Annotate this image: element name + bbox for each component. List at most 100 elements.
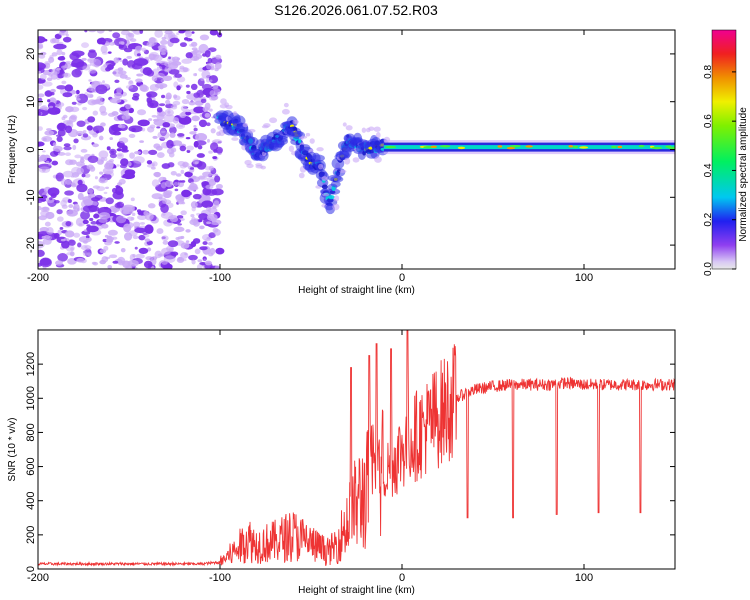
noise-blob [171,140,183,146]
noise-blob [207,207,218,214]
noise-blob [119,59,123,63]
noise-blob [170,170,177,176]
noise-blob [137,119,150,127]
noise-blob [106,146,111,151]
noise-blob [160,127,166,134]
noise-blob [56,122,67,132]
noise-blob [60,238,66,242]
noise-blob [38,205,42,211]
noise-blob [191,175,197,180]
noise-blob [189,131,197,135]
scintillation-scatter [263,123,271,128]
noise-blob [160,39,168,45]
noise-blob [191,47,198,51]
noise-blob [112,207,118,214]
colorbar-ticks: 0.0 0.2 0.4 0.6 0.8 [703,64,736,276]
noise-blob [64,125,73,134]
snr-y-tick-label: 0 [25,566,37,572]
spectrogram-y-tick-label: -20 [25,237,37,253]
noise-blob [132,235,139,240]
noise-blob [182,162,190,168]
noise-blob [173,81,179,88]
noise-blob [179,145,187,152]
noise-blob [61,240,70,249]
noise-blob [179,42,187,48]
noise-blob [72,144,77,151]
noise-blob [149,84,160,92]
noise-blob [185,240,190,243]
scintillation-scatter [332,203,340,211]
noise-blob [100,157,105,162]
noise-blob [112,32,121,39]
noise-blob [169,216,179,223]
noise-blob [126,55,133,60]
noise-blob [160,79,165,83]
noise-blob [114,79,120,84]
noise-blob [190,83,198,91]
noise-blob [72,206,77,210]
snr-y-tick-label: 1200 [25,352,37,376]
noise-blob [186,145,195,151]
noise-blob [189,191,192,196]
noise-blob [120,41,125,45]
noise-blob [38,84,44,90]
noise-blob [38,70,41,74]
noise-blob [180,242,190,249]
noise-blob [188,38,193,42]
spectrogram-x-tick-label: -200 [27,272,49,284]
scintillation-scatter [233,111,238,116]
noise-blob [157,253,165,257]
noise-blob [185,137,191,140]
spectrogram-x-ticks: -200 -100 0 100 [27,30,593,284]
noise-blob [165,99,171,105]
noise-blob [89,58,102,67]
noise-blob [204,260,212,266]
noise-blob [47,187,60,197]
scintillation-scatter [316,147,324,152]
noise-blob [188,254,198,261]
noise-blob [116,148,123,152]
scintillation-mark [311,154,325,162]
noise-blob [146,69,155,77]
spectrogram-y-tick-label: -10 [25,189,37,205]
noise-blob [174,73,183,78]
noise-blob [200,98,207,104]
noise-blob [141,47,147,52]
noise-blob [116,215,127,224]
noise-blob [81,173,86,178]
noise-blob [57,253,68,262]
noise-blob [191,206,196,212]
noise-blob [76,97,81,101]
noise-blob [185,109,190,113]
noise-blob [141,127,146,132]
noise-blob [65,221,72,227]
scintillation-core [328,195,335,200]
noise-blob [162,121,171,128]
noise-blob [214,62,222,70]
noise-blob [212,85,219,89]
noise-blob [81,230,91,236]
noise-blob [96,186,106,192]
noise-blob [55,260,63,266]
scintillation-mark [330,180,341,188]
noise-blob [173,94,178,99]
snr-y-ticks: 0 200 400 600 800 1000 1200 [25,352,675,572]
snr-y-tick-label: 400 [25,492,37,510]
noise-blob [38,141,45,147]
noise-blob [129,152,135,159]
noise-blob [174,188,179,192]
noise-blob [62,36,72,43]
noise-blob [169,132,176,138]
noise-blob [82,219,89,225]
noise-blob [172,117,180,124]
noise-blob [82,65,91,71]
noise-blob [178,180,183,183]
colorbar-gradient [711,29,737,270]
noise-blob [191,259,196,265]
noise-blob [199,225,205,230]
noise-blob [168,56,171,60]
noise-blob [202,241,208,246]
noise-blob [136,53,141,57]
noise-blob [161,36,167,41]
carrier-peak [384,145,397,149]
